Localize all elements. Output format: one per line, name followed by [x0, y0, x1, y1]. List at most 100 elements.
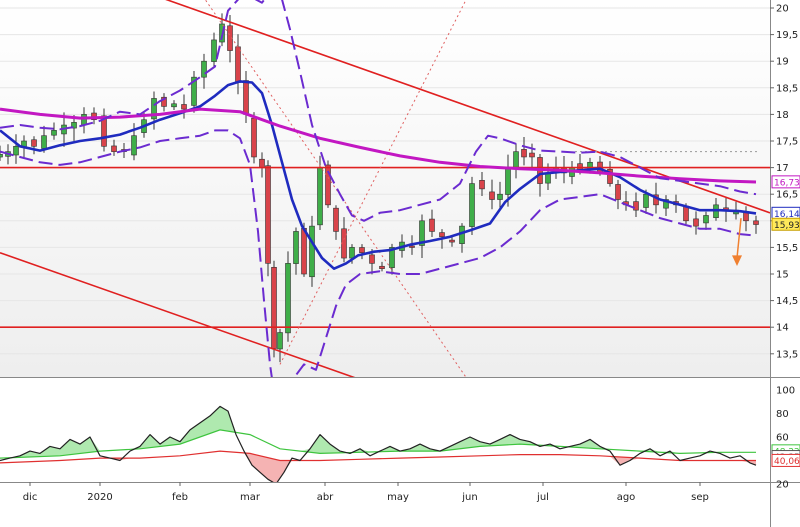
candle	[703, 215, 709, 224]
osc-fill-positive	[510, 434, 520, 445]
osc-y-tick-label: 60	[776, 433, 789, 444]
osc-value-tag-label: 40,065	[774, 457, 800, 467]
candle	[389, 247, 395, 268]
oscillator-line	[0, 405, 757, 482]
candle	[693, 218, 699, 227]
candle	[259, 158, 265, 168]
trend-line	[0, 251, 356, 377]
candle	[71, 122, 77, 129]
osc-fill-positive	[450, 441, 460, 450]
candle	[521, 149, 527, 158]
x-tick-label: jul	[536, 492, 549, 503]
price-tag	[771, 217, 800, 231]
price-tag-label: 16,732	[774, 178, 800, 188]
candle	[171, 103, 177, 108]
candle	[243, 80, 249, 115]
candle	[251, 117, 257, 158]
osc-y-tick-label: 80	[776, 409, 789, 420]
y-tick-label: 14,5	[776, 296, 798, 307]
long-moving-average-line	[0, 107, 757, 184]
candle	[529, 152, 535, 158]
x-tick-label: feb	[172, 492, 188, 503]
x-tick-label: sep	[691, 492, 709, 503]
osc-fill-negative	[276, 459, 284, 482]
candle	[271, 266, 277, 349]
candle	[683, 205, 689, 222]
candle	[211, 39, 217, 62]
candle	[235, 46, 241, 83]
candle	[151, 98, 157, 120]
y-tick-label: 14	[776, 323, 789, 334]
osc-fill-positive	[190, 422, 200, 441]
osc-fill-positive	[520, 439, 530, 445]
candle	[181, 104, 187, 110]
candle	[227, 25, 233, 51]
y-tick-label: 18	[776, 110, 789, 121]
candle	[513, 151, 519, 169]
x-tick-label: abr	[317, 492, 334, 503]
candle	[293, 231, 299, 264]
down-arrow-annotation	[736, 218, 742, 259]
candle	[497, 193, 503, 200]
y-tick-label: 16,5	[776, 190, 798, 201]
candle	[13, 146, 19, 156]
x-tick-label: dic	[23, 492, 38, 503]
x-tick-label: 2020	[87, 492, 112, 503]
candle	[409, 245, 415, 248]
candle	[429, 218, 435, 232]
osc-fill-positive	[210, 406, 220, 434]
osc-fill-positive	[30, 451, 40, 457]
candle	[369, 254, 375, 264]
price-tag	[771, 175, 800, 189]
osc-fill-positive	[360, 448, 370, 453]
candle	[285, 263, 291, 334]
candle	[633, 201, 639, 211]
osc-value-tag	[771, 453, 800, 467]
y-tick-label: 18,5	[776, 83, 798, 94]
candle	[379, 265, 385, 269]
price-tag-label: 16,141	[774, 210, 800, 220]
candle	[111, 145, 117, 152]
candle	[479, 180, 485, 190]
osc-fill-positive	[170, 437, 180, 446]
band-lower-line	[0, 129, 757, 377]
osc-fill-positive	[150, 434, 160, 448]
y-tick-label: 13,5	[776, 349, 798, 360]
osc-fill-negative	[610, 456, 620, 466]
osc-panel-bg	[0, 378, 770, 482]
osc-fill-positive	[320, 434, 330, 454]
osc-fill-negative	[620, 456, 630, 466]
candle	[449, 239, 455, 243]
candle	[439, 232, 445, 238]
candle	[131, 135, 137, 156]
candle	[615, 184, 621, 200]
candle	[31, 139, 37, 147]
band-upper-line	[0, 0, 757, 222]
candle	[663, 199, 669, 209]
osc-fill-negative	[244, 452, 252, 466]
price-tag-label: 15,935	[774, 221, 800, 231]
candle	[101, 115, 107, 147]
y-tick-label: 15	[776, 270, 789, 281]
osc-fill-positive	[50, 446, 60, 457]
candle	[81, 114, 87, 126]
osc-fill-positive	[40, 446, 50, 457]
candle	[41, 135, 47, 149]
trend-line	[165, 0, 770, 214]
osc-fill-positive	[460, 437, 470, 449]
osc-fill-positive	[470, 437, 480, 448]
osc-fill-positive	[80, 437, 90, 454]
osc-fill-negative	[268, 457, 276, 482]
y-tick-label: 15,5	[776, 243, 798, 254]
x-tick-label: mar	[240, 492, 261, 503]
candle	[643, 193, 649, 208]
y-tick-label: 20	[776, 4, 789, 15]
candle	[489, 191, 495, 200]
osc-fill-positive	[60, 439, 70, 456]
trend-line	[204, 0, 467, 377]
y-tick-label: 17	[776, 163, 789, 174]
candle	[607, 168, 613, 184]
candle	[317, 167, 323, 226]
y-tick-label: 19	[776, 57, 789, 68]
